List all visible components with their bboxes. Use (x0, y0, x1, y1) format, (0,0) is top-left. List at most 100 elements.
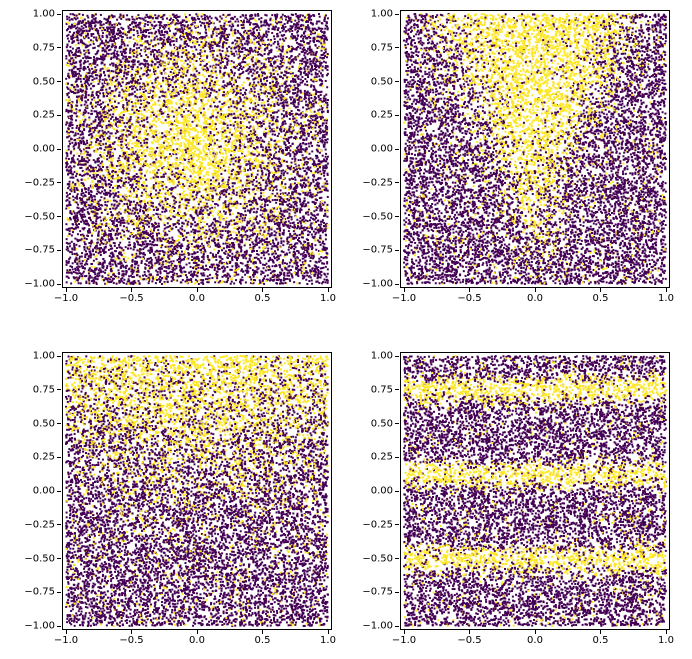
y-tick-mark (395, 13, 399, 15)
y-tick-mark (395, 114, 399, 116)
y-tick-label: 0.75 (370, 384, 393, 396)
y-tick-mark (395, 148, 399, 150)
y-tick-mark (57, 13, 61, 15)
x-tick-label: 1.0 (320, 293, 336, 304)
y-tick-mark (395, 558, 399, 559)
y-tick-mark (57, 114, 61, 116)
y-tick-label: −0.50 (24, 553, 55, 564)
y-tick-mark (57, 558, 61, 559)
y-tick-label: −0.75 (362, 244, 393, 256)
y-tick-label: 0.75 (370, 42, 393, 54)
y-tick-mark (57, 283, 61, 285)
x-tick-label: 0.5 (592, 635, 609, 646)
y-tick-mark (395, 249, 399, 251)
y-tick-label: 0.75 (32, 384, 55, 396)
x-tick-label: 0.0 (527, 635, 543, 646)
axes-frame (400, 10, 670, 288)
y-tick-label: −0.75 (24, 244, 55, 256)
x-tick-mark (469, 630, 470, 634)
y-tick-label: 0.00 (32, 143, 55, 155)
y-tick-label: 1.00 (32, 8, 55, 20)
y-tick-mark (57, 591, 61, 593)
x-tick-mark (534, 288, 536, 292)
y-tick-mark (57, 456, 61, 458)
x-tick-label: 1.0 (658, 293, 674, 304)
y-tick-mark (57, 148, 61, 150)
y-tick-mark (395, 625, 399, 627)
axes-frame (62, 352, 332, 630)
y-tick-label: 0.50 (370, 418, 393, 429)
scatter-canvas (63, 11, 331, 287)
y-tick-label: −0.50 (24, 211, 55, 222)
y-tick-label: −0.75 (362, 586, 393, 598)
x-tick-mark (65, 288, 67, 292)
y-tick-label: 0.00 (370, 485, 393, 497)
subplot-bottom-left: 1.00 0.75 0.50 0.25 0.00 −0.25 −0.50 −0.75 −1.00… (24, 351, 336, 647)
y-tick-label: 0.00 (370, 143, 393, 155)
y-tick-mark (395, 456, 399, 458)
y-tick-label: −1.00 (362, 278, 393, 290)
x-tick-label: −1.0 (391, 293, 417, 304)
x-tick-mark (196, 630, 198, 634)
y-tick-label: −0.75 (24, 586, 55, 598)
x-tick-label: 0.0 (189, 293, 205, 304)
y-tick-mark (395, 182, 399, 184)
y-tick-label: 0.25 (370, 451, 393, 463)
y-tick-mark (57, 625, 61, 627)
y-tick-label: −1.00 (24, 620, 55, 632)
y-tick-label: −0.25 (24, 177, 55, 189)
y-tick-label: 0.25 (370, 109, 393, 121)
axes-frame (400, 352, 670, 630)
x-tick-label: 1.0 (658, 635, 674, 646)
y-tick-mark (57, 423, 61, 424)
x-tick-label: 0.0 (527, 293, 543, 304)
y-tick-mark (395, 591, 399, 593)
x-tick-label: 0.0 (189, 635, 205, 646)
y-tick-mark (395, 283, 399, 285)
y-tick-label: 0.50 (370, 76, 393, 87)
scatter-canvas (63, 353, 331, 629)
x-tick-mark (262, 288, 263, 292)
x-tick-label: −0.5 (457, 635, 482, 646)
y-tick-mark (395, 47, 399, 49)
x-tick-mark (600, 288, 601, 292)
x-tick-mark (327, 288, 329, 292)
y-tick-mark (395, 389, 399, 391)
y-tick-mark (395, 490, 399, 492)
x-tick-mark (131, 288, 132, 292)
y-tick-label: −1.00 (362, 620, 393, 632)
y-tick-label: −0.25 (24, 519, 55, 531)
y-tick-mark (57, 524, 61, 526)
x-tick-label: −0.5 (119, 293, 144, 304)
x-tick-label: −1.0 (53, 293, 79, 304)
y-tick-mark (57, 47, 61, 49)
scatter-canvas (401, 353, 669, 629)
y-tick-mark (57, 249, 61, 251)
x-tick-mark (262, 630, 263, 634)
y-tick-mark (395, 216, 399, 217)
y-tick-label: 1.00 (370, 350, 393, 362)
x-tick-mark (403, 630, 405, 634)
x-tick-label: 0.5 (254, 635, 271, 646)
subplot-bottom-right: 1.00 0.75 0.50 0.25 0.00 −0.25 −0.50 −0.75 −1.00… (362, 351, 674, 647)
x-tick-label: −0.5 (119, 635, 144, 646)
axes-frame (62, 10, 332, 288)
y-tick-mark (57, 355, 61, 357)
x-tick-label: 1.0 (320, 635, 336, 646)
y-tick-mark (395, 355, 399, 357)
x-tick-mark (469, 288, 470, 292)
x-tick-mark (196, 288, 198, 292)
subplot-top-right: 1.00 0.75 0.50 0.25 0.00 −0.25 −0.50 −0.75 −1.00… (362, 9, 674, 305)
y-tick-mark (395, 524, 399, 526)
y-tick-label: 0.50 (32, 76, 55, 87)
y-tick-label: 0.75 (32, 42, 55, 54)
y-tick-label: 0.00 (32, 485, 55, 497)
y-tick-label: 0.50 (32, 418, 55, 429)
y-tick-label: −0.50 (362, 211, 393, 222)
y-tick-mark (57, 182, 61, 184)
y-tick-label: 1.00 (370, 8, 393, 20)
x-tick-mark (665, 630, 667, 634)
y-tick-mark (57, 389, 61, 391)
y-tick-label: 1.00 (32, 350, 55, 362)
